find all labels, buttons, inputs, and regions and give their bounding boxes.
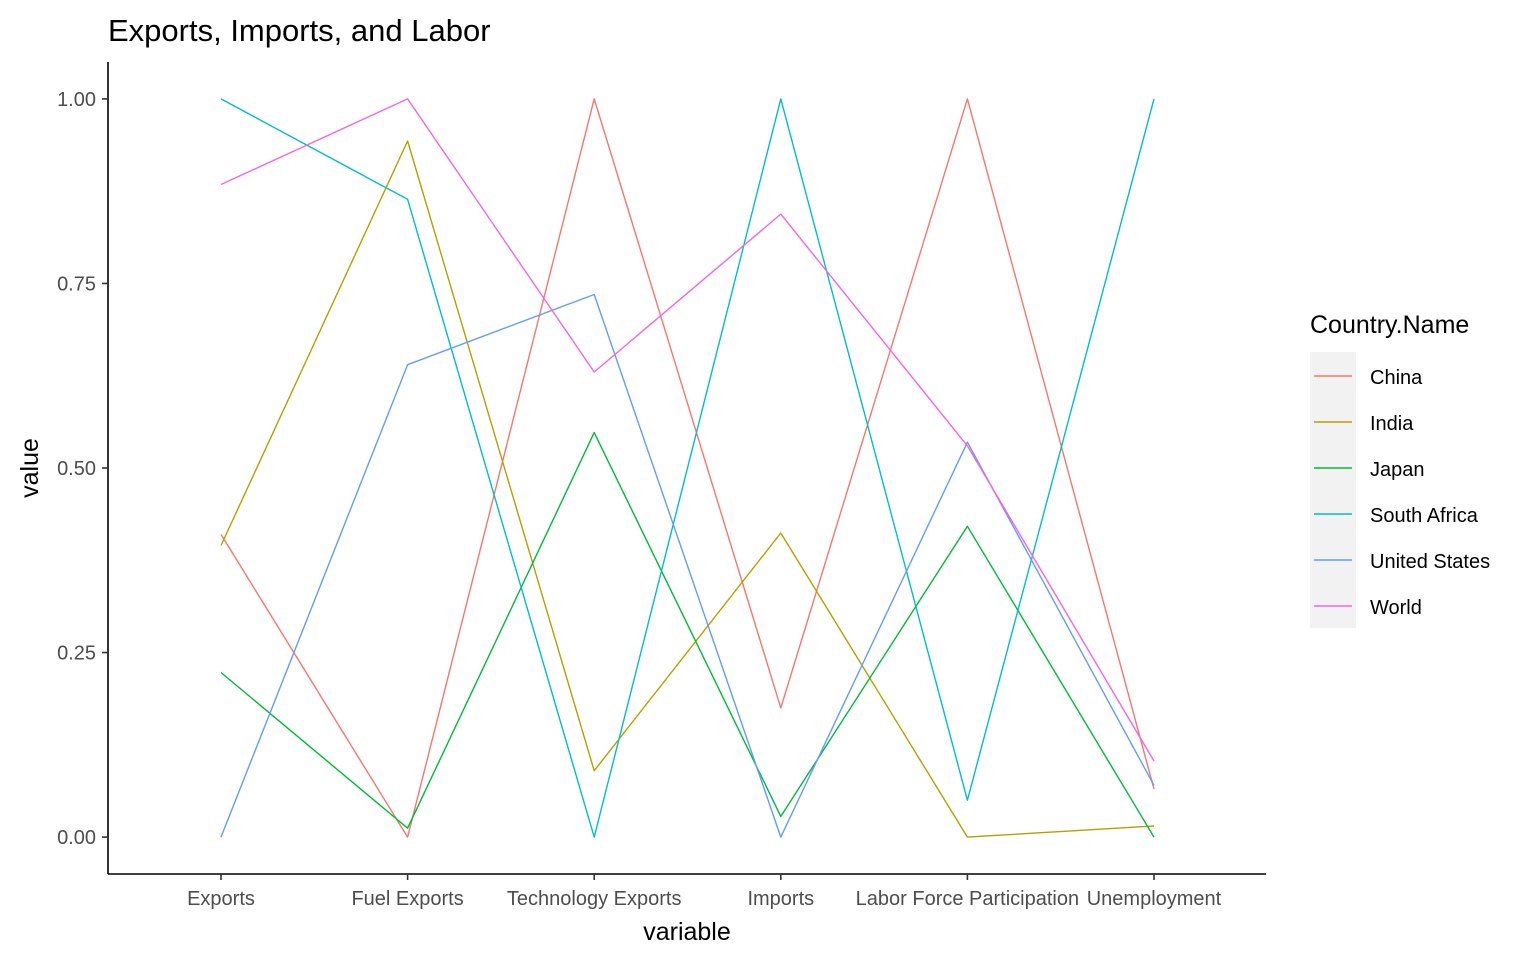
series-line-china [220,98,1155,838]
legend-label: India [1370,413,1414,435]
y-tick-label: 1.00 [57,89,96,111]
legend-label: Japan [1370,459,1425,481]
series-line-india [220,140,1155,838]
series-line-south-africa [220,98,1155,838]
legend-label: South Africa [1370,505,1479,527]
y-tick-label: 0.00 [57,827,96,849]
series-line-united-states [220,293,1155,838]
y-tick-label: 0.75 [57,273,96,295]
series-line-japan [220,431,1155,838]
x-tick-label: Exports [187,888,255,910]
legend-title: Country.Name [1310,311,1469,339]
y-tick-label: 0.50 [57,458,96,480]
y-ticks: 0.00 0.25 0.50 0.75 1.00 [57,89,108,849]
y-axis-title: value [16,438,44,498]
y-tick-label: 0.25 [57,643,96,665]
x-axis-title: variable [643,918,731,946]
legend: Country.Name China India Japan South Africa… [1310,311,1490,628]
x-tick-label: Fuel Exports [351,888,463,910]
legend-label: United States [1370,551,1490,573]
x-tick-label: Labor Force Participation [856,888,1079,910]
legend-label: World [1370,597,1422,619]
legend-items: China India Japan South Africa United States… [1314,367,1490,619]
series-line-world [220,98,1155,762]
chart-title: Exports, Imports, and Labor [108,13,491,48]
legend-label: China [1370,367,1423,389]
legend-key-background [1310,352,1356,628]
x-tick-label: Unemployment [1087,888,1222,910]
x-tick-label: Technology Exports [507,888,682,910]
x-ticks: Exports Fuel Exports Technology Exports Imp… [187,874,1222,910]
plot-lines [220,98,1155,838]
x-tick-label: Imports [747,888,814,910]
